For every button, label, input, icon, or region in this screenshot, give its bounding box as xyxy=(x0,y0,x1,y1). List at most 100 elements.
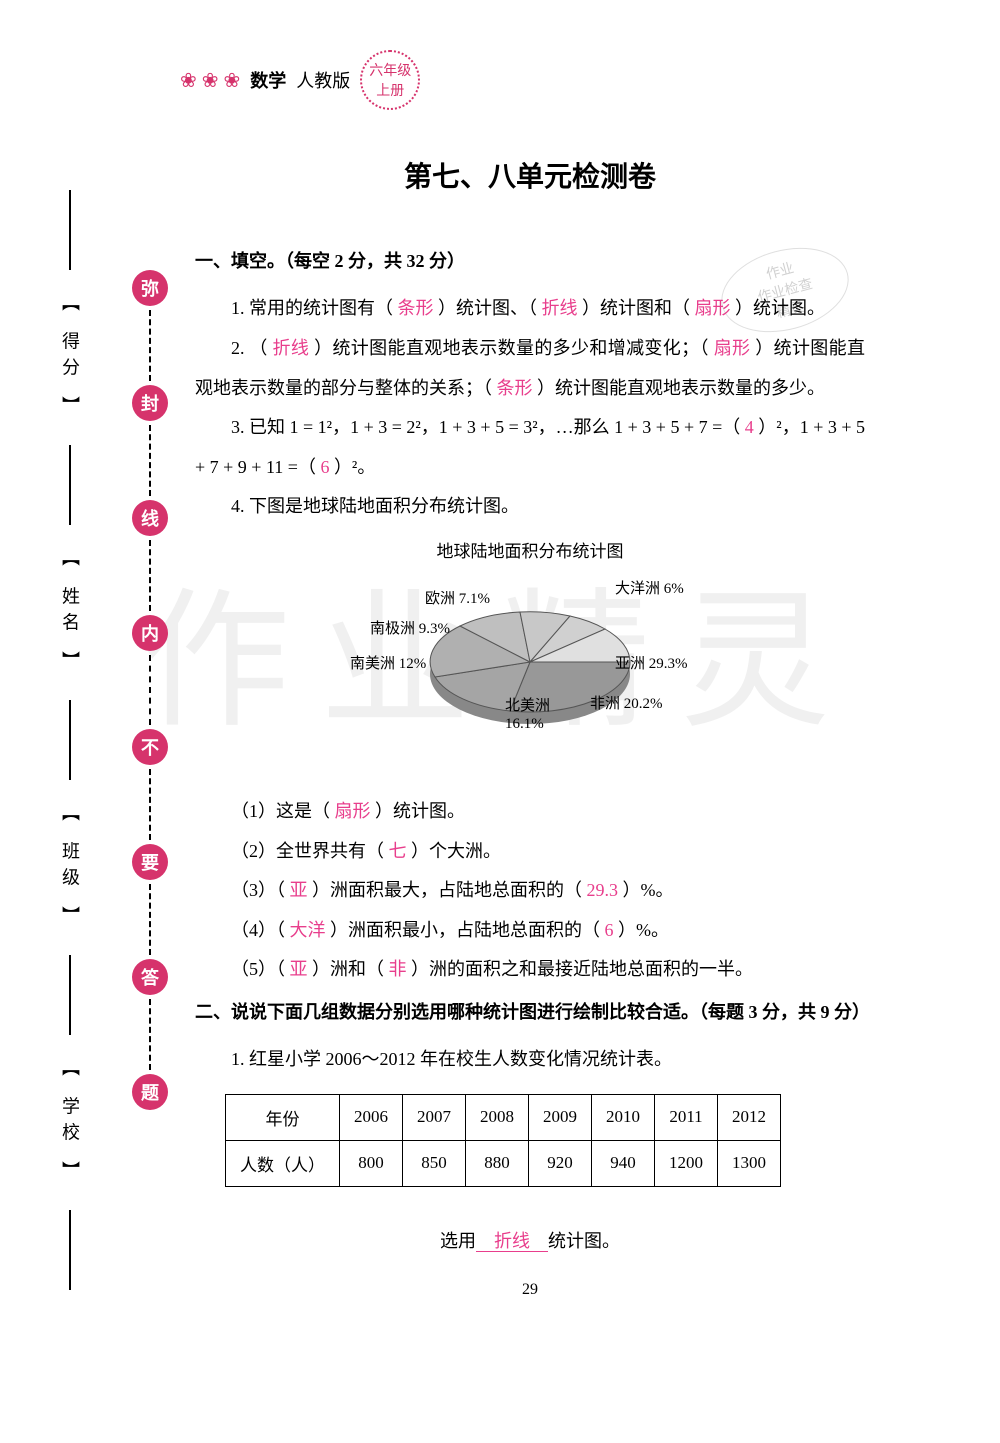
choice-suffix: 统计图。 xyxy=(548,1231,620,1251)
q3-answer1: 4 xyxy=(740,417,758,437)
q3-answer2: 6 xyxy=(316,457,334,477)
label-africa: 非洲 20.2% xyxy=(590,692,663,713)
chart-title: 地球陆地面积分布统计图 xyxy=(437,537,624,562)
label-samerica: 南美洲 12% xyxy=(350,652,426,673)
q4-2-suf: ）个大洲。 xyxy=(411,841,501,861)
page-number: 29 xyxy=(195,1281,865,1299)
q4-3-a1: 亚 xyxy=(285,880,312,900)
section1-header: 一、填空。（每空 2 分，共 32 分） xyxy=(195,245,865,277)
q4-3-suf: ）%。 xyxy=(623,880,674,900)
seal-dash xyxy=(149,425,151,496)
seal-char: 要 xyxy=(132,844,168,880)
q3-prefix: 3. 已知 1 = 1²，1 + 3 = 2²，1 + 3 + 5 = 3²，…… xyxy=(231,417,740,437)
q4-3-mid: ）洲面积最大，占陆地总面积的（ xyxy=(312,880,582,900)
margin-line xyxy=(69,190,71,270)
q2-suffix: ）统计图能直观地表示数量的多少。 xyxy=(537,378,825,398)
grade-bottom: 上册 xyxy=(376,80,404,100)
td-2009: 920 xyxy=(529,1140,592,1186)
q4-4-suf: ）%。 xyxy=(618,920,669,940)
td-2006: 800 xyxy=(340,1140,403,1186)
q4-3-a2: 29.3 xyxy=(582,880,623,900)
margin-score: 【 得分 】 xyxy=(57,293,83,422)
q4-2-pre: （2）全世界共有（ xyxy=(231,841,384,861)
q1-answer1: 条形 xyxy=(393,298,438,318)
q4-sub5: （5）（ 亚 ）洲和（ 非 ）洲的面积之和最接近陆地总面积的一半。 xyxy=(195,950,865,990)
seal-dash xyxy=(149,999,151,1070)
q1-mid1: ）统计图、（ xyxy=(438,298,537,318)
q4-4-a1: 大洋 xyxy=(285,920,330,940)
grade-top: 六年级 xyxy=(369,60,411,80)
q4-5-a2: 非 xyxy=(384,959,411,979)
seal-char: 弥 xyxy=(132,270,168,306)
margin-line xyxy=(69,1210,71,1290)
td-2012: 1300 xyxy=(718,1140,781,1186)
th-2008: 2008 xyxy=(466,1094,529,1140)
label-namerica: 北美洲16.1% xyxy=(505,697,550,733)
seal-char: 线 xyxy=(132,500,168,536)
margin-column: 【 得分 】 【 姓名 】 【 班级 】 【 学校 】 xyxy=(40,190,100,1290)
header-subject: 数学 xyxy=(250,67,286,93)
q1-answer3: 扇形 xyxy=(690,298,735,318)
q4-3-pre: （3）（ xyxy=(231,880,285,900)
th-2010: 2010 xyxy=(592,1094,655,1140)
page-header: ❀ ❀ ❀ 数学 人教版 六年级 上册 xyxy=(180,55,880,105)
td-2010: 940 xyxy=(592,1140,655,1186)
td-2011: 1200 xyxy=(655,1140,718,1186)
q2-answer3: 条形 xyxy=(492,378,537,398)
student-count-table: 年份 2006 2007 2008 2009 2010 2011 2012 人数… xyxy=(225,1094,781,1187)
td-2007: 850 xyxy=(403,1140,466,1186)
seal-dash xyxy=(149,769,151,840)
question-1: 1. 常用的统计图有（ 条形 ）统计图、（ 折线 ）统计图和（ 扇形 ）统计图。 xyxy=(195,289,865,329)
q4-sub2: （2）全世界共有（ 七 ）个大洲。 xyxy=(195,832,865,872)
q4-sub4: （4）（ 大洋 ）洲面积最小，占陆地总面积的（ 6 ）%。 xyxy=(195,911,865,951)
q1-suffix: ）统计图。 xyxy=(735,298,825,318)
q2-answer1: 折线 xyxy=(268,338,314,358)
q1-answer2: 折线 xyxy=(537,298,582,318)
grade-badge: 六年级 上册 xyxy=(360,50,420,110)
q1-mid2: ）统计图和（ xyxy=(582,298,690,318)
label-asia: 亚洲 29.3% xyxy=(615,652,688,673)
seal-char: 封 xyxy=(132,385,168,421)
th-2007: 2007 xyxy=(403,1094,466,1140)
q4-2-a: 七 xyxy=(384,841,411,861)
seal-char: 内 xyxy=(132,615,168,651)
q1-prefix: 1. 常用的统计图有（ xyxy=(231,298,393,318)
question-2: 2. （ 折线 ）统计图能直观地表示数量的多少和增减变化；（ 扇形 ）统计图能直… xyxy=(195,329,865,408)
q2-mid1: ）统计图能直观地表示数量的多少和增减变化；（ xyxy=(314,338,709,358)
margin-line xyxy=(69,955,71,1035)
label-europe: 欧洲 7.1% xyxy=(425,587,490,608)
td-2008: 880 xyxy=(466,1140,529,1186)
q2-answer2: 扇形 xyxy=(709,338,755,358)
q4-5-pre: （5）（ xyxy=(231,959,285,979)
seal-dash xyxy=(149,884,151,955)
q4-5-mid1: ）洲和（ xyxy=(312,959,384,979)
q4-1-a: 扇形 xyxy=(330,801,375,821)
q4-sub3: （3）（ 亚 ）洲面积最大，占陆地总面积的（ 29.3 ）%。 xyxy=(195,871,865,911)
q3-suffix: ）²。 xyxy=(334,457,375,477)
margin-line xyxy=(69,700,71,780)
seal-line-column: 弥 封 线 内 不 要 答 题 xyxy=(130,270,170,1110)
flower-icon: ❀ ❀ ❀ xyxy=(180,68,240,93)
chart-choice-line: 选用折线统计图。 xyxy=(195,1227,865,1253)
section2-header: 二、说说下面几组数据分别选用哪种统计图进行绘制比较合适。（每题 3 分，共 9 … xyxy=(195,996,865,1028)
th-2009: 2009 xyxy=(529,1094,592,1140)
margin-school: 【 学校 】 xyxy=(57,1058,83,1187)
q2-prefix: 2. （ xyxy=(231,338,268,358)
question-3: 3. 已知 1 = 1²，1 + 3 = 2²，1 + 3 + 5 = 3²，…… xyxy=(195,408,865,487)
th-2011: 2011 xyxy=(655,1094,718,1140)
seal-dash xyxy=(149,540,151,611)
th-2006: 2006 xyxy=(340,1094,403,1140)
margin-name: 【 姓名 】 xyxy=(57,548,83,677)
choice-answer: 折线 xyxy=(476,1231,548,1252)
q4-sub1: （1）这是（ 扇形 ）统计图。 xyxy=(195,792,865,832)
seal-dash xyxy=(149,655,151,726)
header-edition: 人教版 xyxy=(296,67,350,93)
q4-1-suf: ）统计图。 xyxy=(375,801,465,821)
label-antarctica: 南极洲 9.3% xyxy=(370,617,450,638)
question-4-intro: 4. 下图是地球陆地面积分布统计图。 xyxy=(195,487,865,527)
margin-line xyxy=(69,445,71,525)
q4-4-pre: （4）（ xyxy=(231,920,285,940)
choice-prefix: 选用 xyxy=(440,1231,476,1251)
s2-q1-text: 1. 红星小学 2006～2012 年在校生人数变化情况统计表。 xyxy=(195,1040,865,1080)
q4-4-a2: 6 xyxy=(600,920,618,940)
